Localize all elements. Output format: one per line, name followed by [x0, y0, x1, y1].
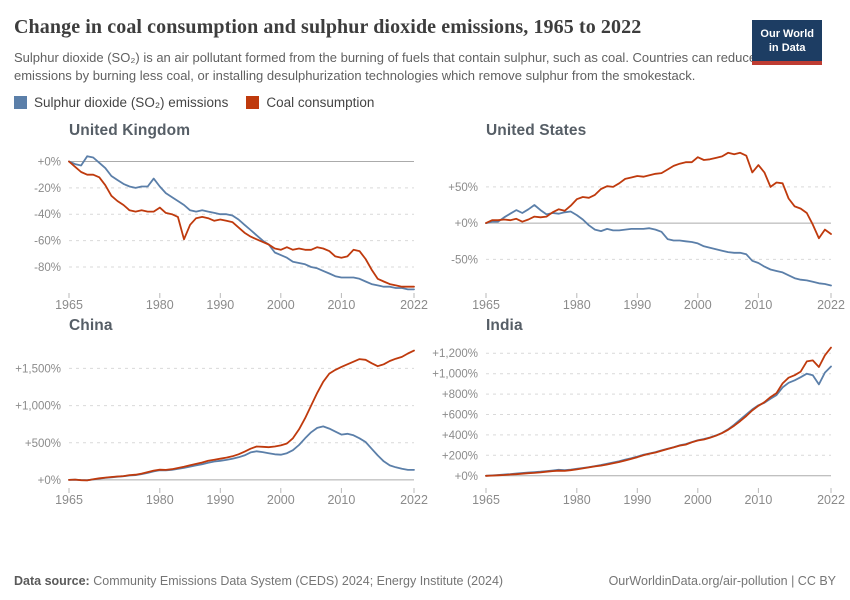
- svg-text:1980: 1980: [146, 493, 174, 507]
- united-kingdom-line-chart: +0% -20% -40% -60% -80% 1965 1980 1990 2000 2010 2…: [34, 155, 428, 312]
- owid-url-link[interactable]: OurWorldinData.org/air-pollution | CC BY: [608, 574, 836, 588]
- svg-text:2022: 2022: [400, 298, 428, 312]
- svg-text:1965: 1965: [55, 298, 83, 312]
- panel-title-united-kingdom: United Kingdom: [69, 122, 191, 140]
- svg-text:2000: 2000: [684, 298, 712, 312]
- data-source-text: Community Emissions Data System (CEDS) 2…: [93, 574, 504, 588]
- panel-title-china: China: [69, 317, 113, 335]
- svg-text:+50%: +50%: [448, 182, 478, 194]
- so2-legend-label: Sulphur dioxide (SO₂) emissions: [34, 95, 229, 111]
- panel-united-states: United States +50% +0% -50% 1965 1980 1990 200…: [431, 122, 845, 312]
- svg-text:1990: 1990: [206, 493, 234, 507]
- svg-text:+0%: +0%: [455, 471, 478, 483]
- svg-text:+500%: +500%: [25, 438, 61, 450]
- page-title: Change in coal consumption and sulphur d…: [14, 16, 642, 38]
- svg-text:2022: 2022: [817, 493, 845, 507]
- svg-text:-20%: -20%: [34, 183, 61, 195]
- svg-text:1965: 1965: [472, 298, 500, 312]
- svg-text:-40%: -40%: [34, 209, 61, 221]
- svg-text:+400%: +400%: [442, 430, 478, 442]
- svg-text:+1,200%: +1,200%: [432, 348, 478, 360]
- data-source: Data source: Community Emissions Data Sy…: [14, 574, 503, 588]
- chart-subtitle: Sulphur dioxide (SO₂) is an air pollutan…: [14, 50, 784, 83]
- footer: Data source: Community Emissions Data Sy…: [14, 574, 836, 588]
- owid-logo: Our World in Data: [752, 20, 822, 65]
- svg-text:2000: 2000: [267, 298, 295, 312]
- svg-text:+0%: +0%: [455, 218, 478, 230]
- svg-text:2000: 2000: [684, 493, 712, 507]
- svg-text:1965: 1965: [472, 493, 500, 507]
- svg-text:+600%: +600%: [442, 410, 478, 422]
- svg-text:1965: 1965: [55, 493, 83, 507]
- legend: Sulphur dioxide (SO₂) emissions Coal con…: [14, 95, 836, 110]
- svg-text:1990: 1990: [623, 298, 651, 312]
- svg-text:1990: 1990: [623, 493, 651, 507]
- legend-item-so2-emissions: Sulphur dioxide (SO₂) emissions: [14, 95, 228, 110]
- svg-text:+800%: +800%: [442, 389, 478, 401]
- svg-text:2010: 2010: [744, 493, 772, 507]
- svg-text:+0%: +0%: [38, 475, 61, 487]
- svg-text:1980: 1980: [563, 493, 591, 507]
- svg-text:1990: 1990: [206, 298, 234, 312]
- svg-text:-80%: -80%: [34, 262, 61, 274]
- svg-text:-50%: -50%: [451, 255, 478, 267]
- panel-title-india: India: [486, 317, 523, 335]
- panel-india: India +1,200% +1,000% +800% +600% +400% +200%…: [431, 317, 845, 507]
- coal-legend-label: Coal consumption: [266, 95, 375, 111]
- svg-text:+0%: +0%: [38, 157, 61, 169]
- india-line-chart: +1,200% +1,000% +800% +600% +400% +200% +0% 196…: [432, 346, 845, 507]
- svg-text:+1,000%: +1,000%: [15, 401, 61, 413]
- panel-united-kingdom: United Kingdom +0% -20% -40% -60% -80% 1965 19…: [14, 122, 428, 312]
- svg-text:1980: 1980: [146, 298, 174, 312]
- svg-text:+200%: +200%: [442, 451, 478, 463]
- panel-title-united-states: United States: [486, 122, 587, 140]
- svg-text:2022: 2022: [400, 493, 428, 507]
- svg-text:+1,000%: +1,000%: [432, 369, 478, 381]
- svg-text:+1,500%: +1,500%: [15, 364, 61, 376]
- so2-legend-swatch: [14, 96, 27, 110]
- svg-text:2022: 2022: [817, 298, 845, 312]
- coal-legend-swatch: [246, 96, 260, 110]
- svg-text:2010: 2010: [327, 493, 355, 507]
- svg-text:2010: 2010: [744, 298, 772, 312]
- svg-text:-60%: -60%: [34, 236, 61, 248]
- china-line-chart: +1,500% +1,000% +500% +0% 1965 1980 1990 2000 20…: [15, 349, 428, 507]
- svg-text:2000: 2000: [267, 493, 295, 507]
- data-source-label: Data source:: [14, 574, 90, 588]
- owid-logo-line2: in Data: [768, 42, 806, 55]
- svg-text:1980: 1980: [563, 298, 591, 312]
- panel-china: China +1,500% +1,000% +500% +0% 1965 1980 1990…: [14, 317, 428, 507]
- charts-grid: United Kingdom +0% -20% -40% -60% -80% 1965 19…: [14, 122, 845, 507]
- header: Change in coal consumption and sulphur d…: [14, 10, 836, 65]
- owid-logo-line1: Our World: [760, 28, 814, 40]
- legend-item-coal-consumption: Coal consumption: [246, 95, 374, 110]
- united-states-line-chart: +50% +0% -50% 1965 1980 1990 2000 2010 2022: [448, 152, 845, 312]
- svg-text:2010: 2010: [327, 298, 355, 312]
